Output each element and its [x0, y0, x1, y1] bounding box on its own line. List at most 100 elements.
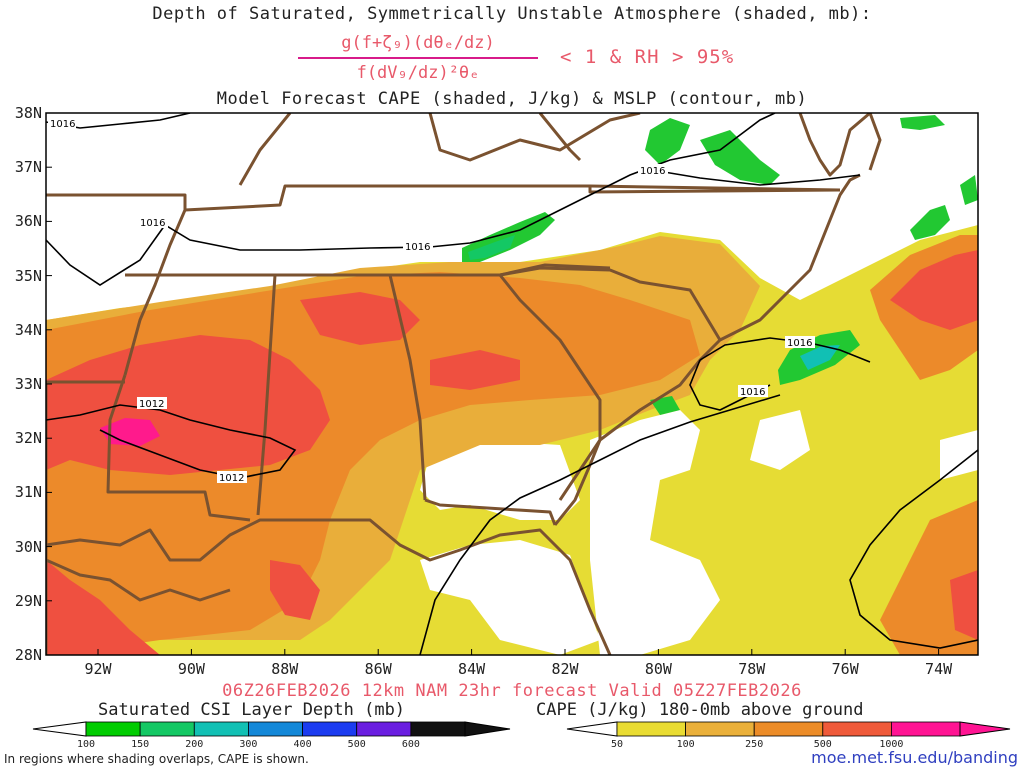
kentucky-tn-border [46, 184, 841, 212]
colorbar-swatch [685, 721, 755, 737]
latitude-label: 38N [14, 104, 42, 122]
cape-atlantic-red [890, 250, 978, 330]
csi-band-de [900, 115, 945, 130]
latitude-label: 34N [14, 320, 42, 339]
latitude-label: 32N [14, 429, 42, 448]
longitude-label: 84W [458, 660, 486, 678]
cape-gap-georgia [420, 440, 580, 520]
colorbar-swatch [891, 721, 961, 737]
csi-band-nc-coast-core [800, 345, 840, 370]
colorbar-tick-label: 400 [293, 739, 312, 750]
latitude-label: 31N [14, 483, 42, 502]
colorbar-tick-label: 200 [185, 739, 204, 750]
latitude-label: 33N [14, 375, 42, 393]
csi-band-va-2 [700, 130, 780, 185]
isobar-label-bg [217, 471, 247, 483]
colorbar-swatch [248, 721, 303, 737]
csi-colorbar-title: Saturated CSI Layer Depth (mb) [98, 700, 406, 720]
longitude-label: 86W [364, 660, 392, 678]
mississippi-river [123, 209, 187, 376]
colorbar-swatch [302, 721, 358, 737]
colorbar-swatch [193, 721, 249, 737]
colorbar-swatch [822, 721, 892, 737]
colorbar-swatch [616, 721, 686, 737]
colorbar-swatch [356, 721, 412, 737]
colorbar-swatch [139, 721, 195, 737]
axis-ticks [46, 112, 940, 656]
colorbar-tick-label: 300 [239, 739, 258, 750]
csi-band-nc-core [468, 235, 515, 260]
latitude-label: 28N [14, 646, 42, 664]
colorbar-tick-label: 150 [131, 739, 150, 750]
colorbar-swatch [410, 721, 466, 737]
longitude-label: 76W [831, 660, 859, 678]
csi-criterion-formula: g(f+ζ₉)(dθₑ/dz) f(dV₉/dz)²θₑ [298, 30, 538, 86]
chesapeake-coast [798, 113, 871, 177]
csi-colorbar [32, 721, 511, 737]
isobar-label-1016-nw: 1016 [50, 119, 75, 130]
csi-band-va [645, 118, 690, 165]
isobar-labels: 1016 1016 1016 1016 1016 1016 1012 1012 [48, 117, 815, 484]
isobar-label-1012-ms: 1012 [219, 473, 244, 484]
longitude-label: 90W [177, 660, 205, 678]
isobar-label-bg [785, 336, 815, 348]
cape-red-region-4 [46, 560, 160, 655]
isobar-label-1012-la: 1012 [139, 399, 164, 410]
cape-red-region-3 [430, 350, 520, 390]
colorbar-tick-label: 600 [401, 739, 420, 750]
csi-band-offshore [910, 205, 950, 240]
gulf-coastline [46, 518, 612, 655]
colorbar-tick-label: 500 [813, 739, 832, 750]
delmarva-coast [868, 113, 882, 171]
colorbar-swatch [753, 721, 824, 737]
longitude-label: 78W [738, 660, 766, 678]
colorbar-tick-label: 1000 [879, 739, 904, 750]
formula-condition: < 1 & RH > 95% [560, 46, 735, 68]
cape-red-region-2 [300, 292, 420, 345]
isobar-label-bg [48, 117, 76, 129]
cape-southeast-red [950, 570, 978, 640]
footer-note: In regions where shading overlaps, CAPE … [4, 752, 309, 766]
isobar-label-bg [137, 397, 167, 409]
isobar-label-bg [738, 385, 768, 397]
colorbar-tick-label: 100 [676, 739, 695, 750]
colorbar-tick-label: 250 [745, 739, 764, 750]
cape-colorbar-title: CAPE (J/kg) 180-0mb above ground [536, 700, 864, 720]
footer-url[interactable]: moe.met.fsu.edu/banding [811, 748, 1018, 767]
cape-colorbar-over-arrow [959, 721, 1011, 737]
colorbar-tick-label: 100 [76, 739, 96, 750]
longitude-label: 88W [271, 660, 299, 678]
forecast-valid-line: 06Z26FEB2026 12km NAM 23hr forecast Vali… [222, 681, 802, 701]
virginia-lines [238, 113, 641, 186]
va-nc-border-east [589, 184, 841, 192]
latitude-label: 30N [14, 537, 42, 556]
isobar-label-bg [403, 240, 433, 252]
isobar-label-1016-central: 1016 [405, 242, 430, 253]
fl-ga-border [424, 498, 557, 526]
cape-southeast-orange [880, 500, 978, 655]
latitude-label: 35N [14, 266, 42, 285]
cape-gap-offshore [590, 410, 720, 655]
csi-colorbar-under-arrow [32, 721, 87, 737]
formula-fraction-bar [298, 57, 538, 59]
la-ms-border [106, 374, 251, 522]
isobar-label-1016-sc: 1016 [740, 387, 765, 398]
nc-sc-border [499, 266, 722, 341]
colorbar-tick-label: 50 [610, 739, 624, 750]
cape-gap-east [750, 410, 810, 470]
csi-colorbar-over-arrow [464, 721, 511, 737]
atlantic-coastline [553, 173, 861, 526]
latitude-label: 29N [14, 591, 42, 610]
formula-numerator: g(f+ζ₉)(dθₑ/dz) [341, 33, 495, 53]
isobar-south [419, 394, 781, 655]
longitude-label: 80W [644, 660, 672, 678]
map-layers: 1016 1016 1016 1016 1016 1016 1012 1012 [46, 113, 978, 655]
isobar-1012 [46, 404, 297, 479]
isobar-southeast [849, 449, 978, 649]
al-ga-border [388, 274, 427, 501]
louisiana-coast [46, 558, 231, 602]
title-line-3: Model Forecast CAPE (shaded, J/kg) & MSL… [216, 89, 808, 109]
isobar-label-1016-va: 1016 [640, 166, 665, 177]
